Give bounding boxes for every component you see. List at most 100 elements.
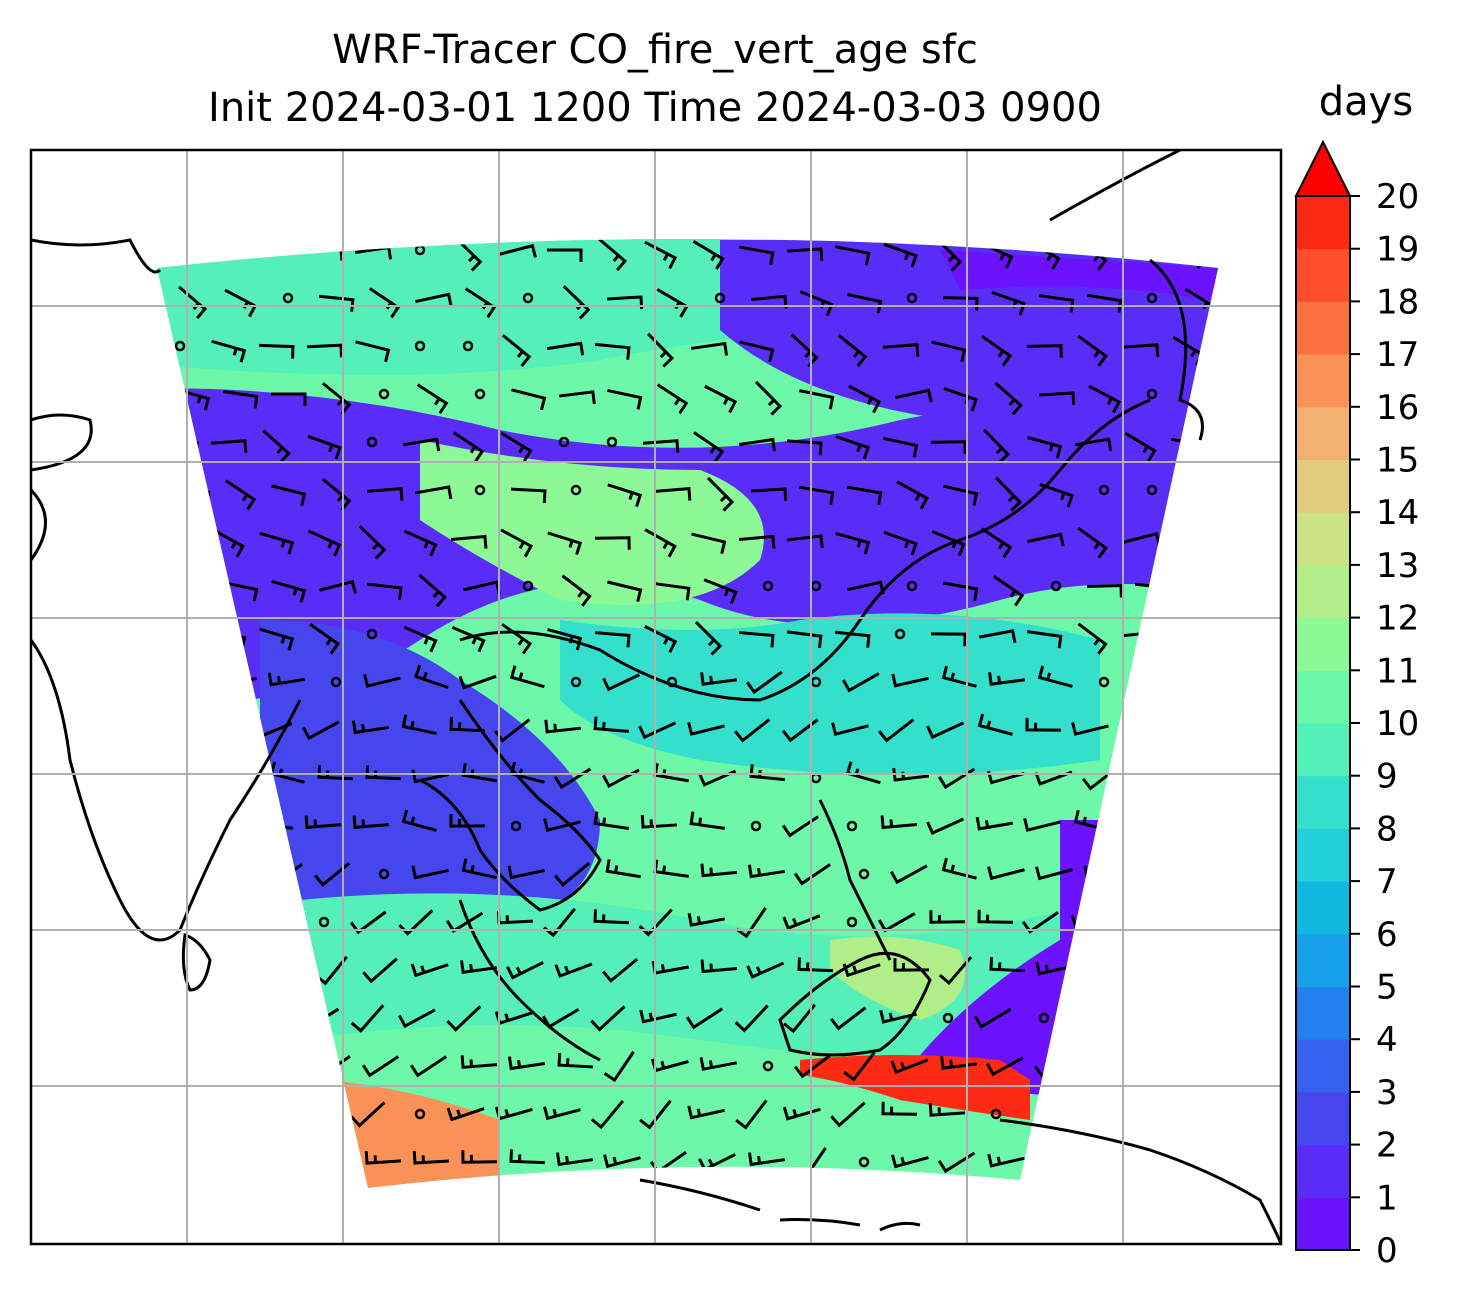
calm-wind-circle — [366, 628, 378, 640]
wind-barb — [926, 817, 965, 836]
wind-barb — [410, 963, 449, 978]
wind-barb — [973, 1008, 1012, 1029]
colorbar-tick-label: 7 — [1376, 862, 1398, 902]
wind-barb — [304, 815, 342, 830]
wind-barb — [750, 487, 788, 502]
wind-barb — [782, 718, 819, 743]
wind-barb — [846, 485, 883, 505]
wind-barb — [402, 437, 441, 452]
colorbar-tick-label: 11 — [1376, 651, 1419, 691]
wind-barb — [830, 1101, 866, 1128]
wind-barb — [1123, 531, 1161, 546]
wind-barb — [561, 574, 592, 607]
wind-barb — [594, 342, 631, 360]
wind-barb — [1023, 818, 1061, 832]
wind-barb — [546, 248, 583, 263]
wind-barb — [509, 1149, 546, 1165]
wind-barb — [309, 622, 340, 655]
colorbar-tick-label: 15 — [1376, 441, 1419, 481]
wind-barb — [1086, 583, 1123, 598]
wind-barb — [458, 674, 497, 690]
wind-barb — [544, 719, 582, 734]
wind-barb — [1035, 866, 1073, 881]
wind-barb — [797, 957, 834, 973]
wind-barb — [307, 434, 342, 460]
colorbar-band — [1296, 775, 1350, 829]
wind-barb — [398, 909, 434, 936]
wind-barb — [607, 483, 643, 508]
wind-barb — [1026, 630, 1063, 649]
wind-barb — [593, 909, 630, 925]
colorbar-band — [1296, 406, 1350, 460]
colorbar-band — [1296, 1091, 1350, 1146]
wind-barb — [414, 664, 449, 689]
colorbar-tick-label: 18 — [1376, 282, 1419, 322]
colorbar-band — [1296, 1197, 1350, 1251]
wind-barb — [449, 814, 486, 828]
wind-barb — [262, 429, 291, 464]
wind-barb — [883, 242, 918, 268]
wind-barb — [461, 858, 497, 880]
colorbar-tick-label: 20 — [1376, 177, 1419, 217]
wind-barb — [590, 1005, 626, 1032]
colorbar-band — [1296, 986, 1350, 1040]
wind-barb — [639, 1099, 672, 1130]
wind-barb — [639, 1009, 677, 1024]
calm-wind-circle — [522, 580, 534, 592]
wind-barb — [699, 1057, 737, 1071]
calm-wind-circle — [474, 388, 486, 400]
wind-barb — [988, 672, 1026, 686]
wind-barb — [319, 579, 357, 594]
wind-barb — [500, 431, 533, 462]
wind-barb — [692, 239, 725, 270]
wind-barb — [501, 334, 532, 367]
wind-barb — [314, 862, 351, 887]
wind-barb — [980, 527, 1013, 559]
wind-barb — [594, 536, 631, 550]
wind-barb — [1035, 961, 1073, 976]
wind-barb — [1077, 526, 1108, 559]
calm-wind-circle — [750, 820, 762, 832]
wind-barb — [366, 582, 403, 601]
java-chain — [639, 1178, 921, 1232]
calm-wind-circle — [1038, 1012, 1050, 1024]
wind-barb — [831, 722, 869, 737]
wind-barb — [638, 721, 677, 740]
wind-barb — [940, 1056, 978, 1070]
wind-barb — [1037, 665, 1073, 688]
wind-barb — [782, 914, 821, 931]
wind-barb — [738, 437, 777, 452]
colorbar-band — [1296, 512, 1350, 566]
wind-barb — [446, 1107, 485, 1122]
wind-barb — [1077, 622, 1108, 655]
wind-barb — [318, 294, 355, 312]
wind-barb — [881, 1101, 918, 1116]
calm-wind-circle — [462, 340, 474, 352]
colorbar-band — [1296, 301, 1350, 355]
wind-barb — [841, 672, 880, 693]
wind-barb — [1026, 344, 1063, 358]
wind-barb — [259, 531, 295, 555]
wind-barb — [835, 531, 871, 555]
wind-barb — [975, 816, 1014, 831]
wind-barb — [747, 864, 786, 879]
wind-barb — [449, 717, 486, 733]
wind-barb — [1025, 717, 1062, 732]
wind-barb — [896, 480, 929, 510]
wind-barb — [943, 581, 979, 602]
wind-barb — [883, 530, 918, 556]
wind-barb — [943, 484, 979, 506]
wind-barb — [270, 392, 307, 407]
wind-barb — [847, 293, 883, 314]
wind-barb — [735, 907, 767, 939]
wind-barb — [883, 436, 919, 458]
calm-wind-circle — [570, 484, 582, 496]
colorbar-tick-label: 13 — [1376, 546, 1419, 586]
wind-barb — [640, 814, 678, 829]
wind-barb — [929, 910, 966, 924]
wind-barb — [461, 1150, 498, 1164]
wind-barb — [687, 722, 725, 736]
wind-barb — [738, 534, 776, 549]
philippines — [818, 799, 892, 961]
wind-barb — [685, 1007, 724, 1030]
